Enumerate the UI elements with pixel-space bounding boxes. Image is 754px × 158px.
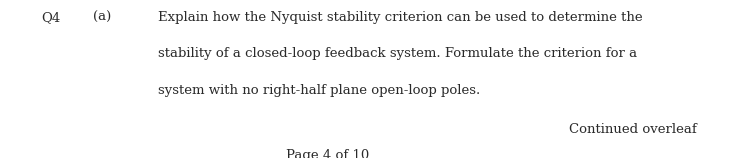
Text: Page 4 of 10: Page 4 of 10 bbox=[287, 149, 369, 158]
Text: Explain how the Nyquist stability criterion can be used to determine the: Explain how the Nyquist stability criter… bbox=[158, 11, 643, 24]
Text: (a): (a) bbox=[93, 11, 111, 24]
Text: Q4: Q4 bbox=[41, 11, 61, 24]
Text: stability of a closed-loop feedback system. Formulate the criterion for a: stability of a closed-loop feedback syst… bbox=[158, 47, 637, 60]
Text: system with no right-half plane open-loop poles.: system with no right-half plane open-loo… bbox=[158, 84, 480, 97]
Text: Continued overleaf: Continued overleaf bbox=[569, 123, 697, 136]
